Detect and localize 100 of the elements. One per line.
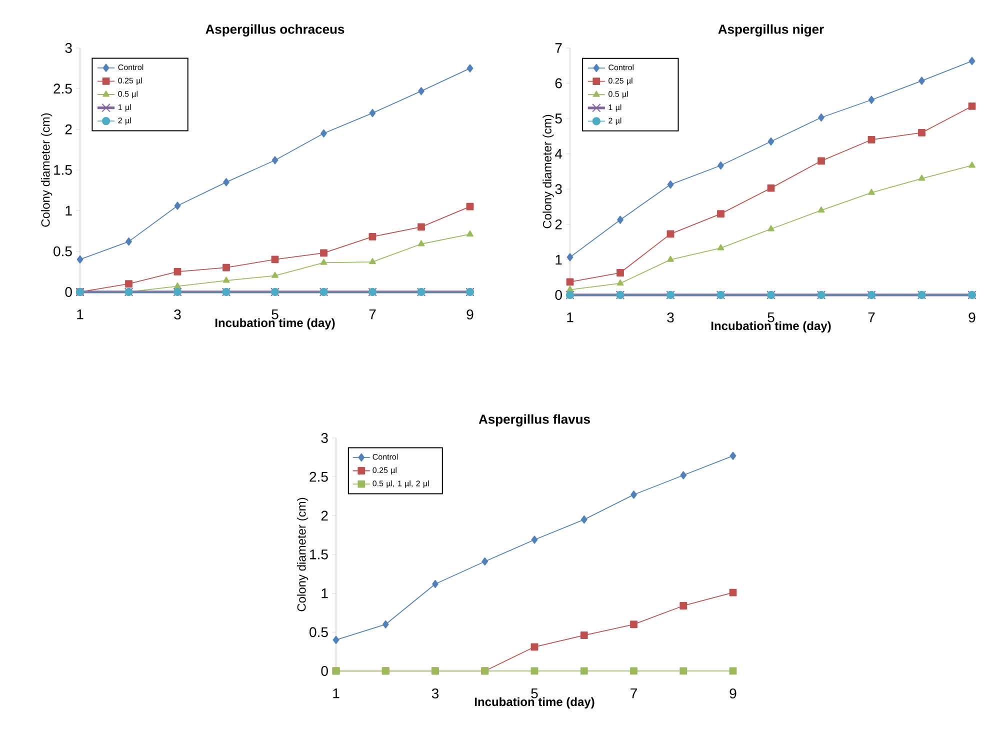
y-tick-label: 2 — [555, 220, 562, 230]
legend-label: 0.5 µl, 1 µl, 2 µl — [372, 480, 429, 488]
y-tick-label: 0 — [555, 290, 562, 300]
point — [320, 129, 327, 138]
y-tick-label: 7 — [555, 43, 562, 53]
point — [868, 96, 875, 104]
x-tick-label: 1 — [567, 312, 574, 322]
point — [630, 490, 637, 499]
x-tick-label: 5 — [768, 312, 774, 322]
y-tick-label: 1.5 — [54, 165, 72, 175]
x-axis-title: Incubation time (day) — [474, 697, 594, 708]
point — [717, 210, 724, 218]
point — [418, 240, 425, 246]
legend-label: Control — [372, 454, 398, 460]
point — [369, 258, 376, 264]
point — [271, 256, 279, 264]
legend-label: 0.25 µl — [372, 467, 396, 475]
point — [717, 244, 724, 250]
legend-label: 0.5 µl — [118, 90, 138, 98]
legend-label: 0.25 µl — [118, 78, 142, 86]
point — [868, 136, 876, 144]
point — [718, 161, 724, 170]
y-tick-label: 0 — [65, 287, 72, 297]
point — [968, 102, 976, 110]
point — [174, 282, 181, 288]
y-axis-title: Colony diameter (cm) — [40, 113, 52, 227]
x-axis-title: Incubation time (day) — [215, 318, 335, 330]
legend-label: 2 µl — [118, 117, 131, 125]
point — [466, 230, 474, 236]
legend-label: 1 µl — [608, 104, 622, 112]
point — [530, 643, 538, 651]
point — [680, 667, 688, 675]
legend-label: 0.25 µl — [608, 78, 632, 86]
y-tick-label: 1 — [322, 588, 328, 598]
point — [968, 162, 976, 168]
point — [466, 202, 474, 210]
y-tick-label: 2 — [65, 124, 72, 134]
point — [272, 156, 278, 164]
y-tick-label: 0.5 — [54, 246, 72, 256]
x-tick-label: 7 — [630, 688, 637, 698]
point — [369, 108, 376, 118]
x-axis-title: Incubation time (day) — [711, 321, 831, 332]
point — [320, 249, 328, 257]
y-tick-label: 3 — [65, 43, 72, 53]
y-tick-label: 6 — [555, 78, 562, 88]
x-tick-label: 9 — [466, 310, 474, 320]
point — [680, 602, 688, 610]
point — [125, 280, 132, 288]
point — [730, 452, 736, 460]
x-tick-label: 9 — [968, 312, 976, 322]
point — [222, 264, 230, 272]
legend-label: Control — [118, 64, 144, 70]
point — [174, 202, 181, 210]
point — [729, 667, 737, 675]
point — [918, 174, 926, 181]
point — [918, 128, 926, 136]
point — [667, 256, 674, 262]
y-axis-title: Colony diameter (cm) — [542, 114, 554, 228]
x-tick-label: 5 — [531, 688, 538, 698]
point — [818, 113, 824, 122]
point — [616, 269, 624, 276]
x-tick-label: 3 — [174, 310, 181, 320]
point — [580, 515, 588, 524]
point — [768, 137, 774, 146]
x-tick-label: 7 — [868, 312, 875, 322]
point — [617, 216, 624, 224]
legend-label: 1 µl — [118, 104, 131, 112]
x-tick-label: 3 — [432, 688, 439, 698]
y-tick-label: 2.5 — [310, 472, 328, 482]
point — [868, 188, 875, 195]
point — [272, 272, 278, 278]
y-tick-label: 1 — [66, 206, 72, 216]
point — [320, 258, 328, 265]
legend-label: Control — [608, 64, 634, 70]
point — [767, 184, 775, 192]
y-tick-label: 1.5 — [310, 550, 328, 560]
point — [530, 667, 538, 675]
x-tick-label: 7 — [369, 310, 376, 320]
point — [729, 588, 737, 596]
point — [580, 632, 588, 639]
point — [126, 237, 132, 246]
point — [418, 223, 425, 231]
x-tick-label: 9 — [730, 688, 736, 698]
x-tick-label: 5 — [272, 310, 278, 320]
point — [222, 276, 230, 283]
y-tick-label: 3 — [321, 433, 328, 443]
chart-title: Aspergillus ochraceus — [206, 24, 344, 36]
point — [968, 56, 976, 66]
point — [667, 180, 674, 189]
point — [680, 471, 687, 480]
y-tick-label: 3 — [555, 184, 562, 194]
y-tick-label: 2 — [321, 510, 328, 521]
y-tick-label: 5 — [555, 114, 562, 124]
point — [566, 278, 574, 286]
point — [332, 636, 340, 644]
point — [482, 557, 488, 566]
point — [768, 225, 774, 232]
point — [432, 580, 438, 588]
point — [818, 157, 825, 165]
x-tick-label: 1 — [77, 310, 84, 320]
